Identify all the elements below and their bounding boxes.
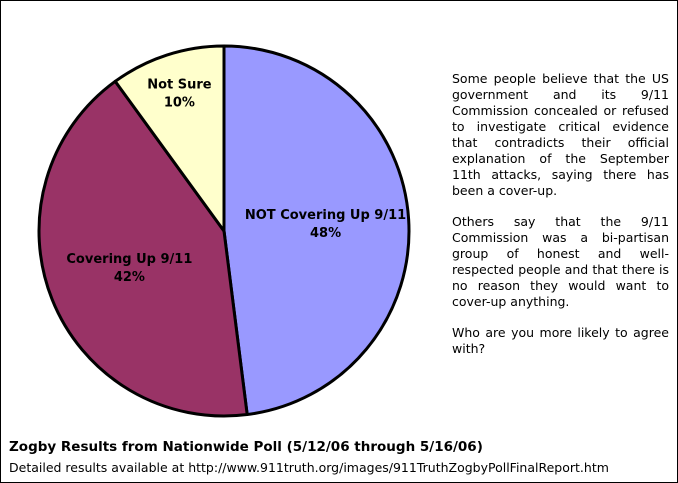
annotation: Who are you more likely to agree with? (452, 325, 669, 356)
pie-slice (222, 44, 411, 417)
slice-label: NOT Covering Up 9/11 (245, 208, 406, 223)
slice-value-label: 10% (164, 95, 195, 110)
pie-slice (113, 44, 226, 233)
chart-title: Zogby Results from Nationwide Poll (5/12… (9, 439, 483, 455)
pie-slice (37, 79, 249, 418)
slice-value-label: 48% (310, 226, 341, 241)
slice-label: Covering Up 9/11 (66, 252, 192, 267)
slice-value-label: 42% (114, 270, 145, 285)
chart-subtitle: Detailed results available at http://www… (9, 460, 609, 475)
annotation: Some people believe that the US governme… (452, 71, 669, 198)
annotation: Others say that the 9/11 Commission was … (452, 214, 669, 309)
slice-label: Not Sure (147, 77, 212, 92)
annotations: Some people believe that the US governme… (452, 71, 669, 372)
